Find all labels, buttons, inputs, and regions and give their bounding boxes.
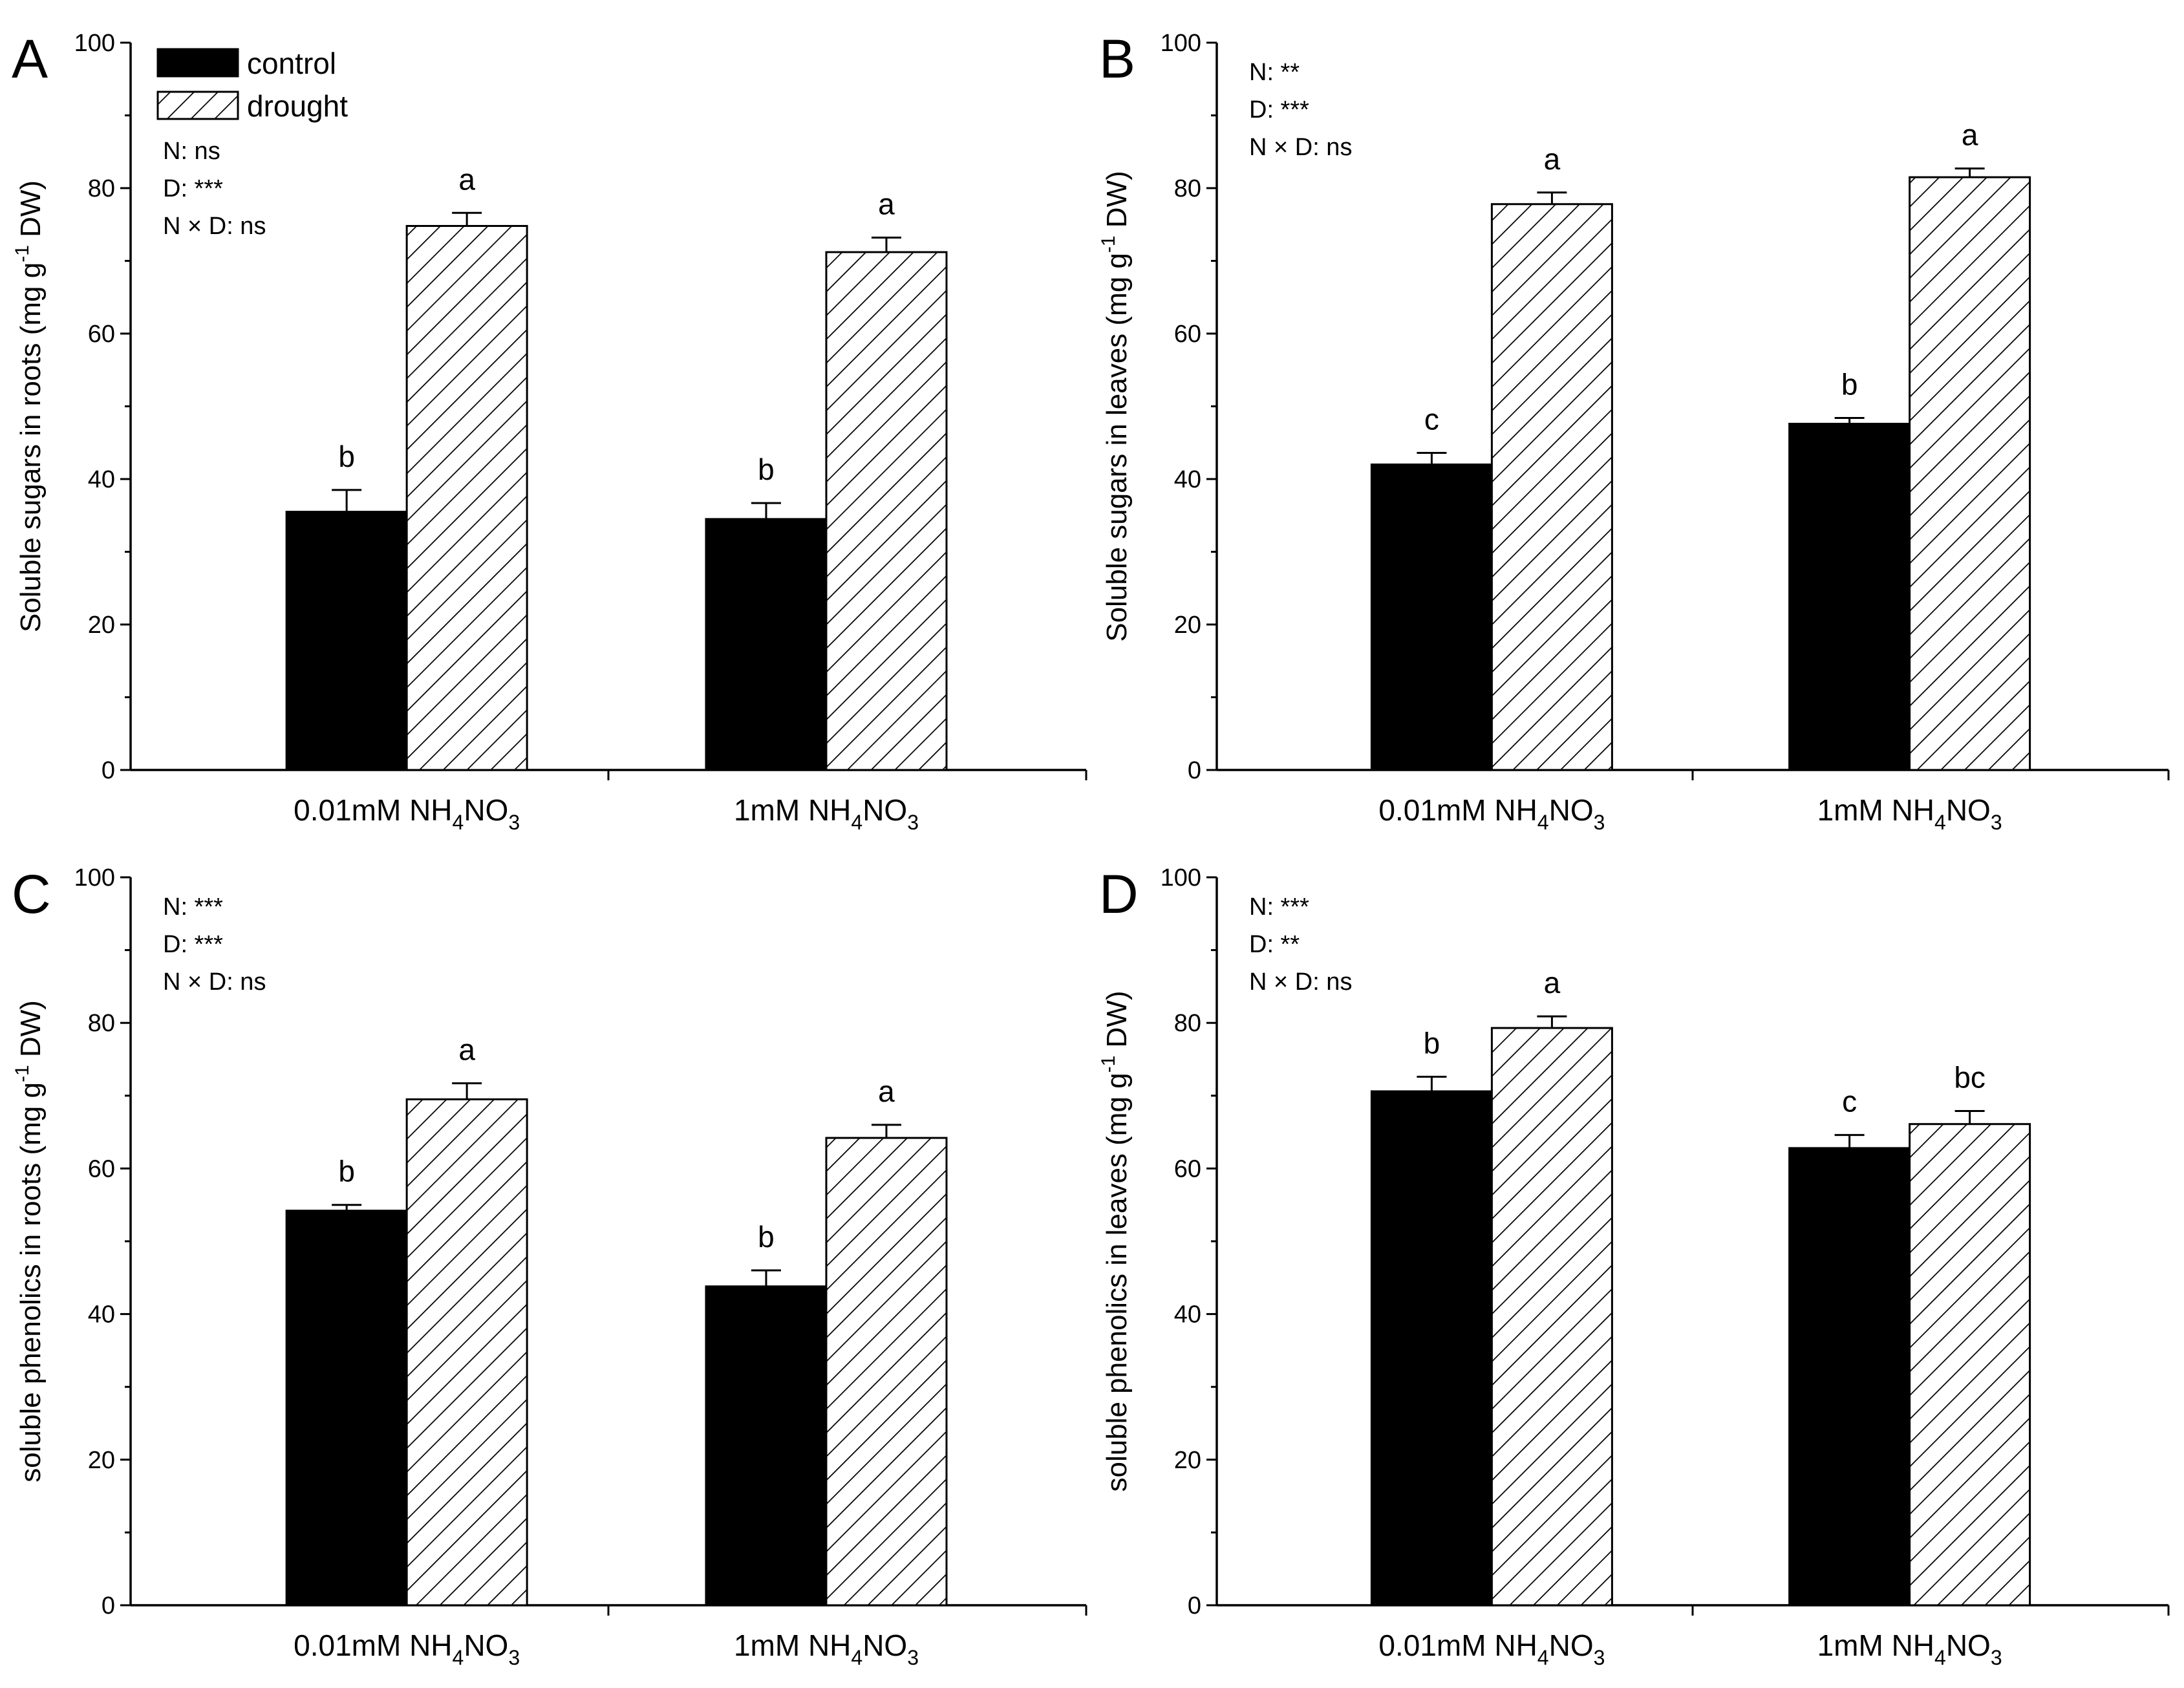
y-tick-label: 60 [1174,321,1201,348]
y-tick-label: 20 [1174,612,1201,639]
y-tick-label: 80 [88,1010,115,1037]
bar-drought [825,251,948,771]
significance-label: c [1424,403,1439,436]
significance-label: a [1544,966,1561,999]
panel-letter: D [1099,864,1139,924]
y-tick-label: 100 [1161,864,1201,892]
y-tick-label: 100 [1161,30,1201,57]
significance-label: a [878,1074,895,1108]
y-axis-label: Soluble sugars in roots (mg g-1 DW) [12,180,47,632]
category-label: 1mM NH4NO3 [734,1629,919,1669]
y-tick-label: 100 [74,864,115,892]
category-label: 0.01mM NH4NO3 [1378,1629,1605,1669]
significance-label: a [458,1033,475,1067]
significance-label: b [338,1155,355,1188]
category-label: 1mM NH4NO3 [734,793,919,834]
bar-drought [405,225,528,771]
y-tick-label: 100 [74,30,115,57]
bar-control [705,518,828,771]
y-tick-label: 80 [1174,1010,1201,1037]
category-label: 1mM NH4NO3 [1817,793,2002,834]
legend-label-control: control [247,47,336,80]
stat-annotation: D: ** [1249,931,1300,958]
y-tick-label: 0 [102,757,115,784]
y-tick-label: 80 [1174,175,1201,202]
bar-drought [1909,176,2031,771]
category-label: 0.01mM NH4NO3 [294,1629,520,1669]
bar-control [705,1285,828,1607]
y-tick-label: 40 [1174,466,1201,493]
bar-control [1370,464,1493,771]
stat-annotation: N × D: ns [163,968,266,996]
bar-drought [405,1098,528,1607]
stat-annotation: N: ns [163,138,220,165]
bar-control [285,511,408,771]
panel-letter: B [1099,28,1135,89]
y-axis-label: soluble phenolics in leaves (mg g-1 DW) [1098,990,1133,1491]
panel-letter: A [12,28,48,89]
y-tick-label: 40 [88,466,115,493]
legend-label-drought: drought [247,89,348,123]
y-tick-label: 0 [102,1592,115,1619]
bar-drought [1490,203,1613,771]
significance-label: bc [1954,1060,1986,1094]
panel-letter: C [12,864,51,924]
bar-control [1788,1147,1911,1607]
bar-drought [825,1137,948,1607]
significance-label: b [338,440,355,473]
stat-annotation: D: *** [163,931,223,958]
bar-drought [1909,1123,2031,1607]
stat-annotation: N × D: ns [163,213,266,240]
significance-label: b [1841,368,1858,401]
y-tick-label: 20 [88,1447,115,1474]
panel-c: C 0 20 40 60 80 100 soluble phenolics in roots … [12,864,1087,1669]
stat-annotation: N × D: ns [1249,134,1352,161]
stat-annotation: N × D: ns [1249,968,1352,996]
y-axis-label: Soluble sugars in leaves (mg g-1 DW) [1098,171,1133,642]
significance-label: b [1424,1027,1440,1060]
y-tick-label: 40 [88,1301,115,1329]
legend-swatch-control [156,48,239,78]
stat-annotation: N: *** [163,893,223,921]
panel-b: B 0 20 40 60 80 100 Soluble sugars in leaves (m… [1098,28,2170,834]
bar-control [285,1210,408,1607]
y-tick-label: 60 [88,321,115,348]
significance-label: a [1962,118,1978,152]
significance-label: a [1544,142,1561,176]
y-axis-label: soluble phenolics in roots (mg g-1 DW) [12,1000,47,1482]
y-tick-label: 20 [88,612,115,639]
stat-annotation: N: *** [1249,893,1309,921]
significance-label: a [878,187,895,221]
y-tick-label: 20 [1174,1447,1201,1474]
bar-drought [1490,1027,1613,1607]
panel-a: A 0 20 40 60 80 100 Soluble sugars in roots (mg… [12,28,1087,834]
stat-annotation: D: *** [1249,96,1309,123]
category-label: 1mM NH4NO3 [1817,1629,2002,1669]
y-tick-label: 60 [1174,1155,1201,1182]
stat-annotation: N: ** [1249,59,1300,86]
y-tick-label: 80 [88,175,115,202]
y-tick-label: 60 [88,1155,115,1182]
panel-d: D 0 20 40 60 80 100 soluble phenolics in leaves… [1098,864,2170,1669]
significance-label: a [458,162,475,196]
stat-annotation: D: *** [163,175,223,202]
category-label: 0.01mM NH4NO3 [294,793,520,834]
y-tick-label: 0 [1188,1592,1201,1619]
bar-control [1788,423,1911,771]
significance-label: b [758,453,775,486]
significance-label: c [1842,1085,1857,1118]
category-label: 0.01mM NH4NO3 [1378,793,1605,834]
y-tick-label: 40 [1174,1301,1201,1329]
bar-control [1370,1090,1493,1607]
significance-label: b [758,1220,775,1254]
y-tick-label: 0 [1188,757,1201,784]
legend-swatch-drought [156,91,239,120]
